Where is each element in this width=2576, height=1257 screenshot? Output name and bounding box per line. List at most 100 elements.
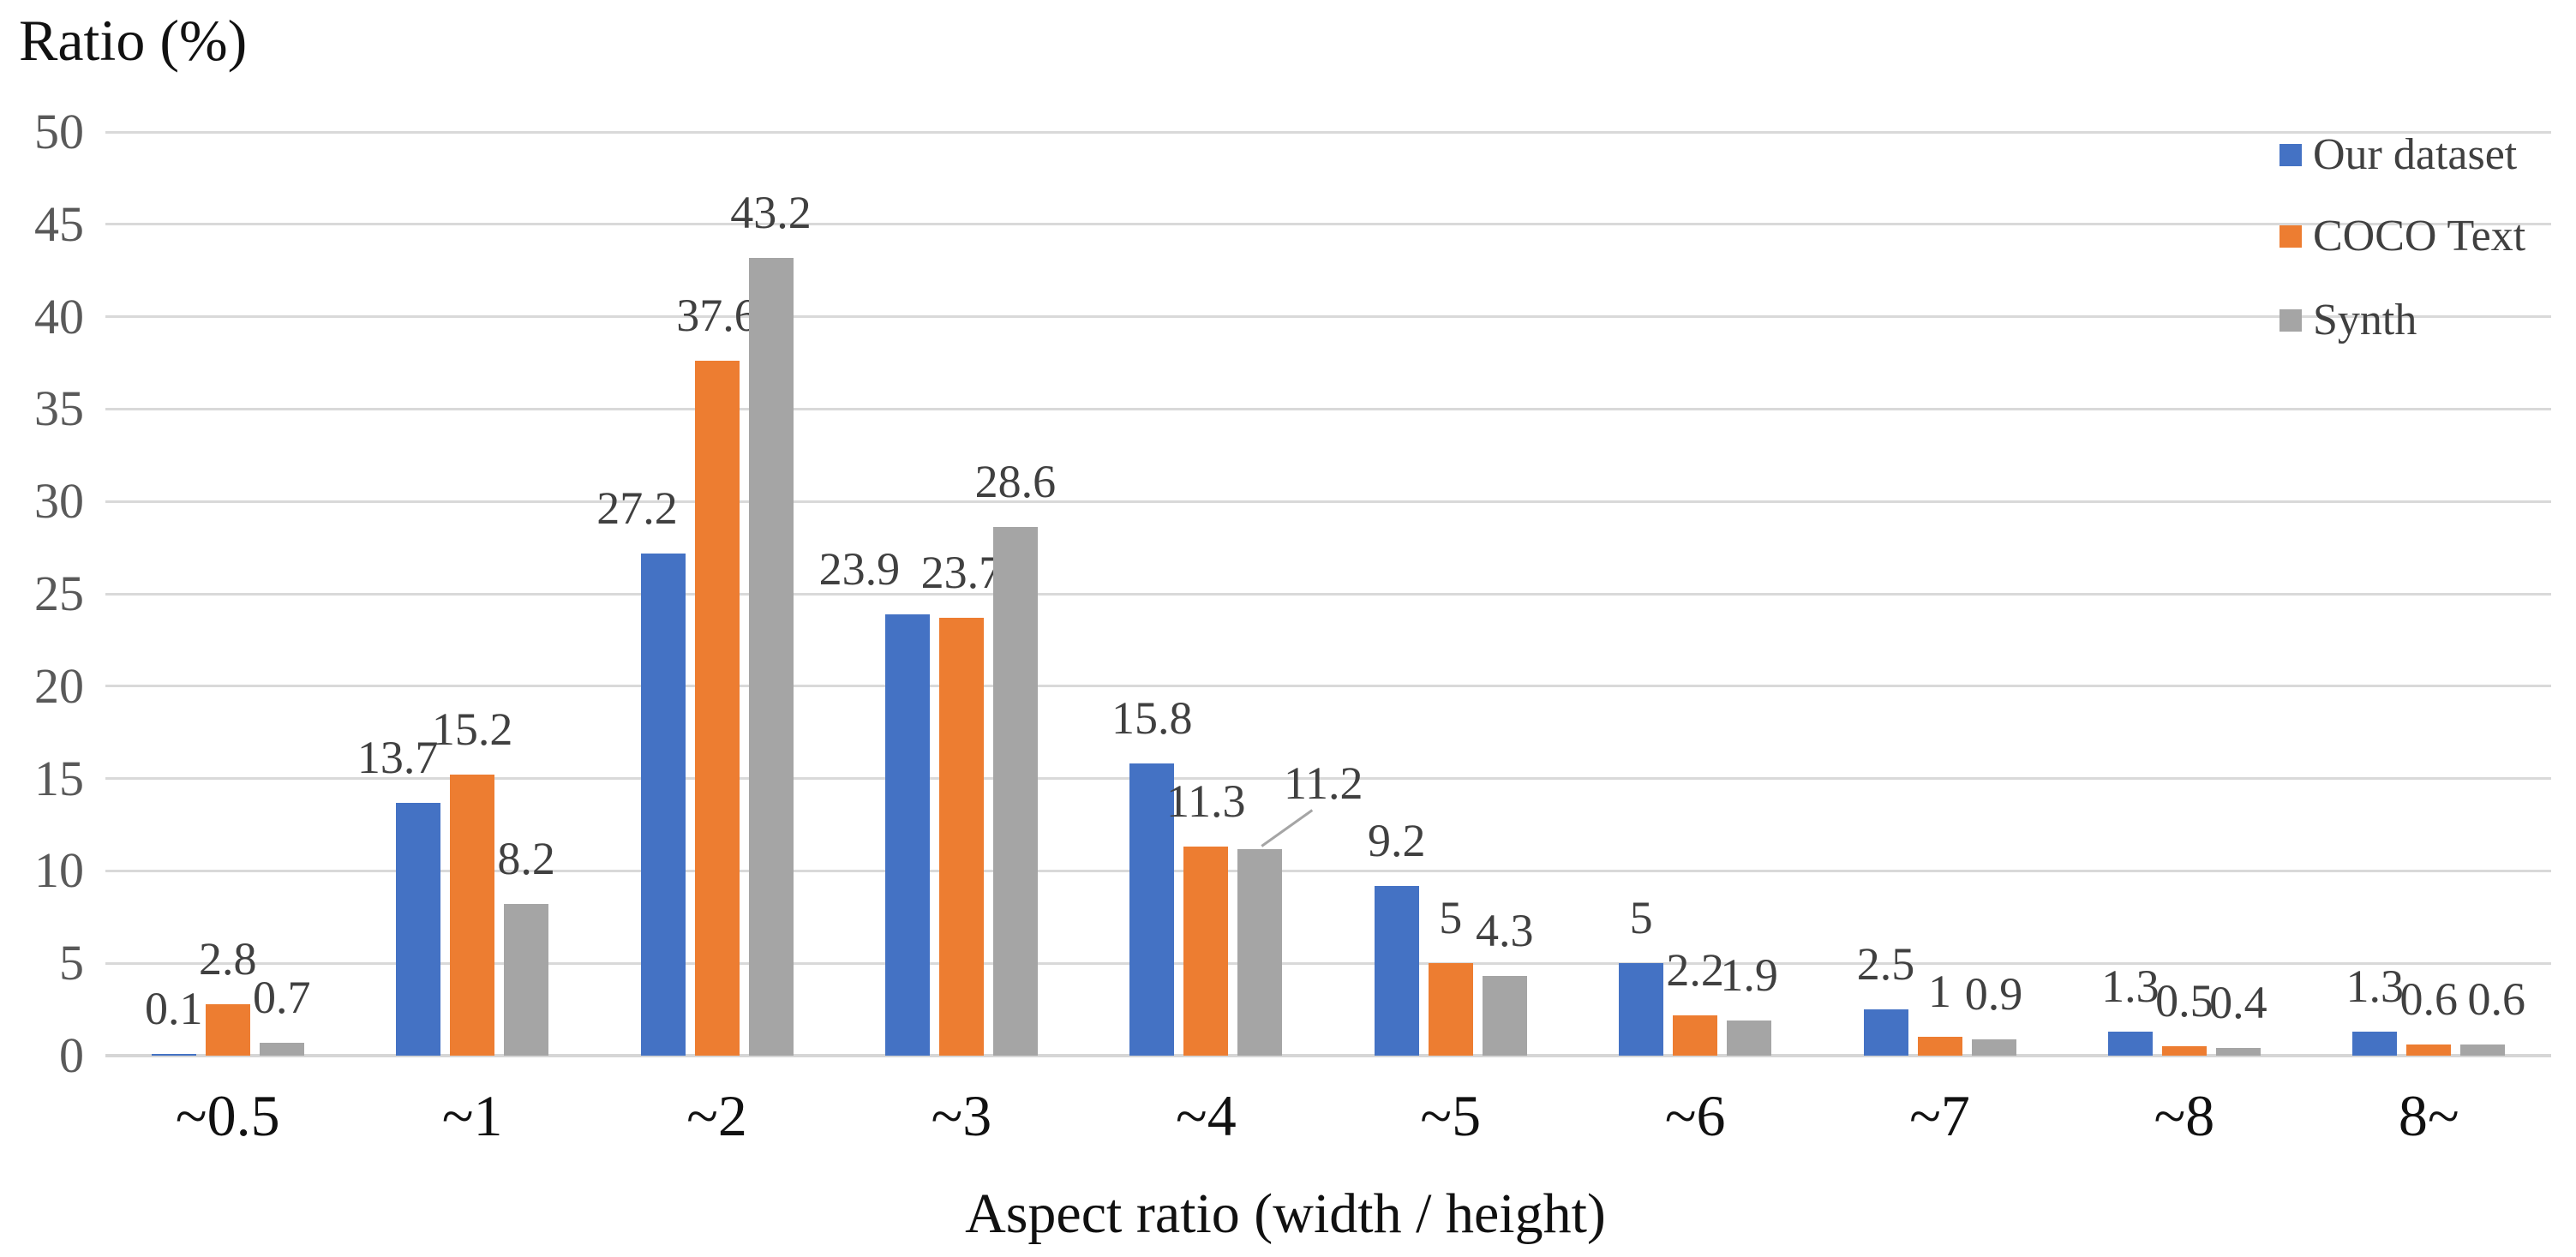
- x-category-label: ~7: [1909, 1083, 1970, 1148]
- bar-our-dataset-~0.5: [151, 1053, 196, 1056]
- x-category-label: 8~: [2398, 1083, 2459, 1148]
- data-label: 0.6: [2399, 973, 2459, 1026]
- bar-coco-text-~5: [1428, 963, 1473, 1056]
- legend-item-our-dataset: Our dataset: [2279, 133, 2517, 177]
- y-tick-label: 15: [34, 750, 84, 806]
- legend-label: Synth: [2313, 296, 2417, 344]
- bar-our-dataset-~8: [2107, 1031, 2153, 1056]
- x-category-label: ~6: [1664, 1083, 1726, 1148]
- bar-synth-8~: [2460, 1045, 2506, 1056]
- bar-coco-text-~8: [2161, 1046, 2207, 1056]
- x-category-label: ~3: [931, 1083, 992, 1148]
- data-label: 1.9: [1720, 949, 1778, 1002]
- bar-our-dataset-~5: [1374, 885, 1419, 1056]
- legend-swatch-icon: [2279, 144, 2302, 166]
- bar-synth-~7: [1971, 1039, 2016, 1056]
- grid-line-25: [105, 592, 2551, 596]
- y-tick-label: 35: [34, 380, 84, 437]
- bar-synth-~3: [992, 527, 1038, 1056]
- legend-swatch-icon: [2279, 225, 2302, 248]
- data-label: 0.1: [144, 982, 203, 1034]
- y-tick-label: 25: [34, 566, 84, 621]
- grid-line-0: [105, 1054, 2551, 1057]
- legend-item-synth: Synth: [2279, 298, 2417, 343]
- data-label: 1.3: [2345, 960, 2405, 1012]
- x-category-label: ~0.5: [175, 1083, 280, 1148]
- bar-our-dataset-~1: [396, 802, 441, 1056]
- legend-label: Our dataset: [2313, 130, 2518, 179]
- y-tick-label: 20: [34, 657, 84, 714]
- grid-line-30: [105, 500, 2551, 503]
- grid-line-15: [105, 777, 2551, 781]
- data-label: 5: [1439, 892, 1463, 944]
- x-category-label: ~8: [2154, 1083, 2215, 1148]
- data-label: 27.2: [596, 482, 678, 534]
- x-category-label: ~2: [686, 1083, 747, 1148]
- data-label: 4.3: [1475, 905, 1534, 957]
- grid-line-5: [105, 961, 2551, 965]
- data-label: 11.2: [1284, 757, 1363, 809]
- legend-swatch-icon: [2279, 309, 2302, 332]
- data-label: 0.6: [2467, 973, 2526, 1026]
- y-tick-label: 50: [34, 104, 84, 159]
- data-label: 1.3: [2101, 960, 2160, 1012]
- x-category-label: ~4: [1175, 1083, 1237, 1148]
- bar-synth-~5: [1482, 976, 1527, 1056]
- bar-coco-text-~7: [1917, 1037, 1962, 1056]
- bar-synth-~2: [748, 257, 794, 1056]
- y-tick-label: 40: [34, 288, 84, 344]
- y-tick-label: 30: [34, 473, 84, 530]
- data-label: 13.7: [356, 731, 439, 783]
- x-category-label: ~5: [1420, 1083, 1482, 1148]
- bar-synth-~6: [1727, 1021, 1772, 1056]
- y-axis-title: Ratio (%): [19, 8, 248, 73]
- legend-item-coco-text: COCO Text: [2279, 214, 2525, 259]
- bar-our-dataset-~4: [1129, 763, 1175, 1056]
- data-label: 28.6: [974, 456, 1057, 508]
- data-label: 5: [1629, 892, 1653, 944]
- grid-line-35: [105, 407, 2551, 410]
- bar-our-dataset-8~: [2352, 1031, 2398, 1056]
- data-label: 0.5: [2155, 975, 2214, 1027]
- data-label: 2.8: [198, 932, 257, 985]
- bar-synth-~8: [2215, 1048, 2261, 1056]
- data-label: 23.7: [920, 547, 1003, 599]
- bar-coco-text-~0.5: [205, 1003, 250, 1056]
- x-category-label: ~1: [441, 1083, 503, 1148]
- grid-line-10: [105, 869, 2551, 872]
- data-label: 15.8: [1111, 692, 1193, 745]
- bar-our-dataset-~2: [640, 553, 686, 1056]
- data-label: 11.3: [1166, 775, 1246, 828]
- data-label: 0.7: [252, 971, 311, 1023]
- data-label: 23.9: [818, 542, 901, 595]
- bar-coco-text-~3: [938, 618, 984, 1056]
- data-label: 37.6: [676, 290, 758, 342]
- y-tick-label: 10: [34, 842, 84, 899]
- data-label: 2.5: [1856, 938, 1915, 991]
- data-label: 8.2: [497, 833, 555, 885]
- bar-coco-text-~2: [694, 361, 740, 1056]
- bar-synth-~4: [1237, 848, 1283, 1056]
- data-label: 0.9: [1964, 967, 2023, 1020]
- bar-our-dataset-~3: [884, 614, 930, 1056]
- data-label: 1: [1928, 966, 1951, 1018]
- data-label: 0.4: [2209, 977, 2267, 1029]
- bar-coco-text-8~: [2406, 1045, 2452, 1056]
- bar-synth-~1: [504, 904, 549, 1056]
- bar-coco-text-~4: [1183, 847, 1229, 1056]
- bar-our-dataset-~6: [1619, 963, 1664, 1056]
- bar-synth-~0.5: [259, 1042, 304, 1056]
- data-label: 2.2: [1666, 943, 1724, 996]
- x-axis-title: Aspect ratio (width / height): [965, 1182, 1606, 1245]
- bar-our-dataset-~7: [1863, 1009, 1908, 1056]
- plot-area: 0.1 13.7 27.2 23.9 15.8 9.2 5 2.5 1.3 1.3 2.8 15.2 3…: [105, 130, 2551, 1057]
- grid-line-40: [105, 315, 2551, 319]
- data-label: 43.2: [730, 186, 812, 238]
- legend-label: COCO Text: [2313, 212, 2526, 260]
- data-label: 9.2: [1367, 814, 1426, 866]
- y-tick-label: 0: [59, 1027, 84, 1083]
- grid-line-50: [105, 130, 2551, 134]
- y-tick-label: 45: [34, 195, 84, 252]
- y-tick-label: 5: [59, 935, 84, 991]
